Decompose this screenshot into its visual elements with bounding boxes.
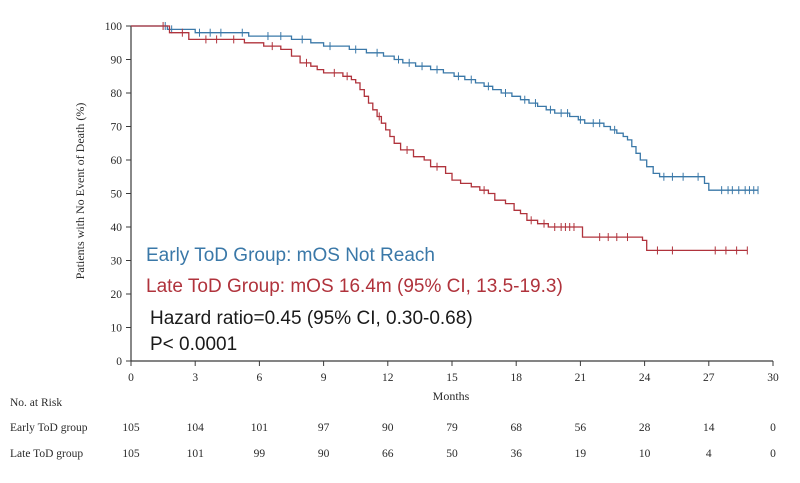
annotation-late: Late ToD Group: mOS 16.4m (95% CI, 13.5-… [146, 276, 563, 297]
annotation-early: Early ToD Group: mOS Not Reach [146, 245, 435, 266]
y-tick-label: 100 [105, 21, 123, 33]
x-tick-label: 21 [575, 372, 587, 384]
y-tick-label: 80 [111, 88, 123, 100]
y-tick-label: 20 [111, 289, 123, 301]
survival-curves [131, 22, 759, 255]
risk-value: 101 [251, 422, 269, 434]
risk-value: 28 [639, 422, 651, 434]
risk-row-label-early: Early ToD group [10, 422, 88, 434]
series-late-tod [131, 22, 748, 255]
risk-row-label-late: Late ToD group [10, 448, 83, 460]
y-tick-label: 60 [111, 155, 123, 167]
risk-value: 68 [510, 422, 522, 434]
y-tick-label: 90 [111, 55, 123, 67]
x-tick-label: 27 [703, 372, 715, 384]
risk-value: 0 [770, 448, 776, 460]
y-axis-title: Patients with No Event of Death (%) [73, 103, 87, 280]
axes: 0 3 6 9 12 15 18 21 24 27 30 0 10 20 30 40 50 60 70 80 90 100 [105, 21, 779, 384]
annotation-hazard-ratio: Hazard ratio=0.45 (95% CI, 0.30-0.68) [150, 308, 473, 329]
risk-table: No. at Risk Early ToD group Late ToD gro… [10, 397, 776, 460]
x-tick-label: 30 [767, 372, 779, 384]
survival-curve-line [131, 25, 758, 191]
risk-value: 66 [382, 448, 394, 460]
y-tick-label: 10 [111, 323, 123, 335]
risk-value: 50 [446, 448, 458, 460]
x-axis-title: Months [433, 389, 470, 403]
survival-curve-line [131, 25, 748, 252]
risk-value: 90 [382, 422, 394, 434]
y-tick-label: 50 [111, 189, 123, 201]
risk-value: 14 [703, 422, 715, 434]
annotations: Early ToD Group: mOS Not Reach Late ToD … [146, 245, 563, 355]
risk-value: 4 [706, 448, 712, 460]
series-early-tod [131, 22, 759, 195]
y-tick-label: 40 [111, 222, 123, 234]
risk-value: 97 [318, 422, 330, 434]
x-tick-label: 12 [382, 372, 394, 384]
risk-value: 79 [446, 422, 458, 434]
risk-value: 90 [318, 448, 330, 460]
annotation-p-value: P< 0.0001 [150, 334, 237, 355]
risk-value: 10 [639, 448, 651, 460]
risk-value: 36 [510, 448, 522, 460]
risk-value: 99 [254, 448, 266, 460]
x-tick-label: 18 [510, 372, 522, 384]
x-tick-label: 24 [639, 372, 651, 384]
x-tick-label: 3 [192, 372, 198, 384]
risk-table-title: No. at Risk [10, 397, 62, 409]
risk-value: 56 [575, 422, 587, 434]
risk-value: 105 [122, 422, 140, 434]
y-tick-label: 0 [116, 356, 122, 368]
risk-value: 101 [187, 448, 205, 460]
risk-value: 104 [187, 422, 205, 434]
x-tick-label: 15 [446, 372, 458, 384]
y-tick-label: 70 [111, 122, 123, 134]
risk-value: 0 [770, 422, 776, 434]
risk-value: 19 [575, 448, 587, 460]
y-tick-label: 30 [111, 256, 123, 268]
x-tick-label: 6 [257, 372, 263, 384]
x-tick-label: 9 [321, 372, 327, 384]
x-tick-label: 0 [128, 372, 134, 384]
risk-value: 105 [122, 448, 140, 460]
